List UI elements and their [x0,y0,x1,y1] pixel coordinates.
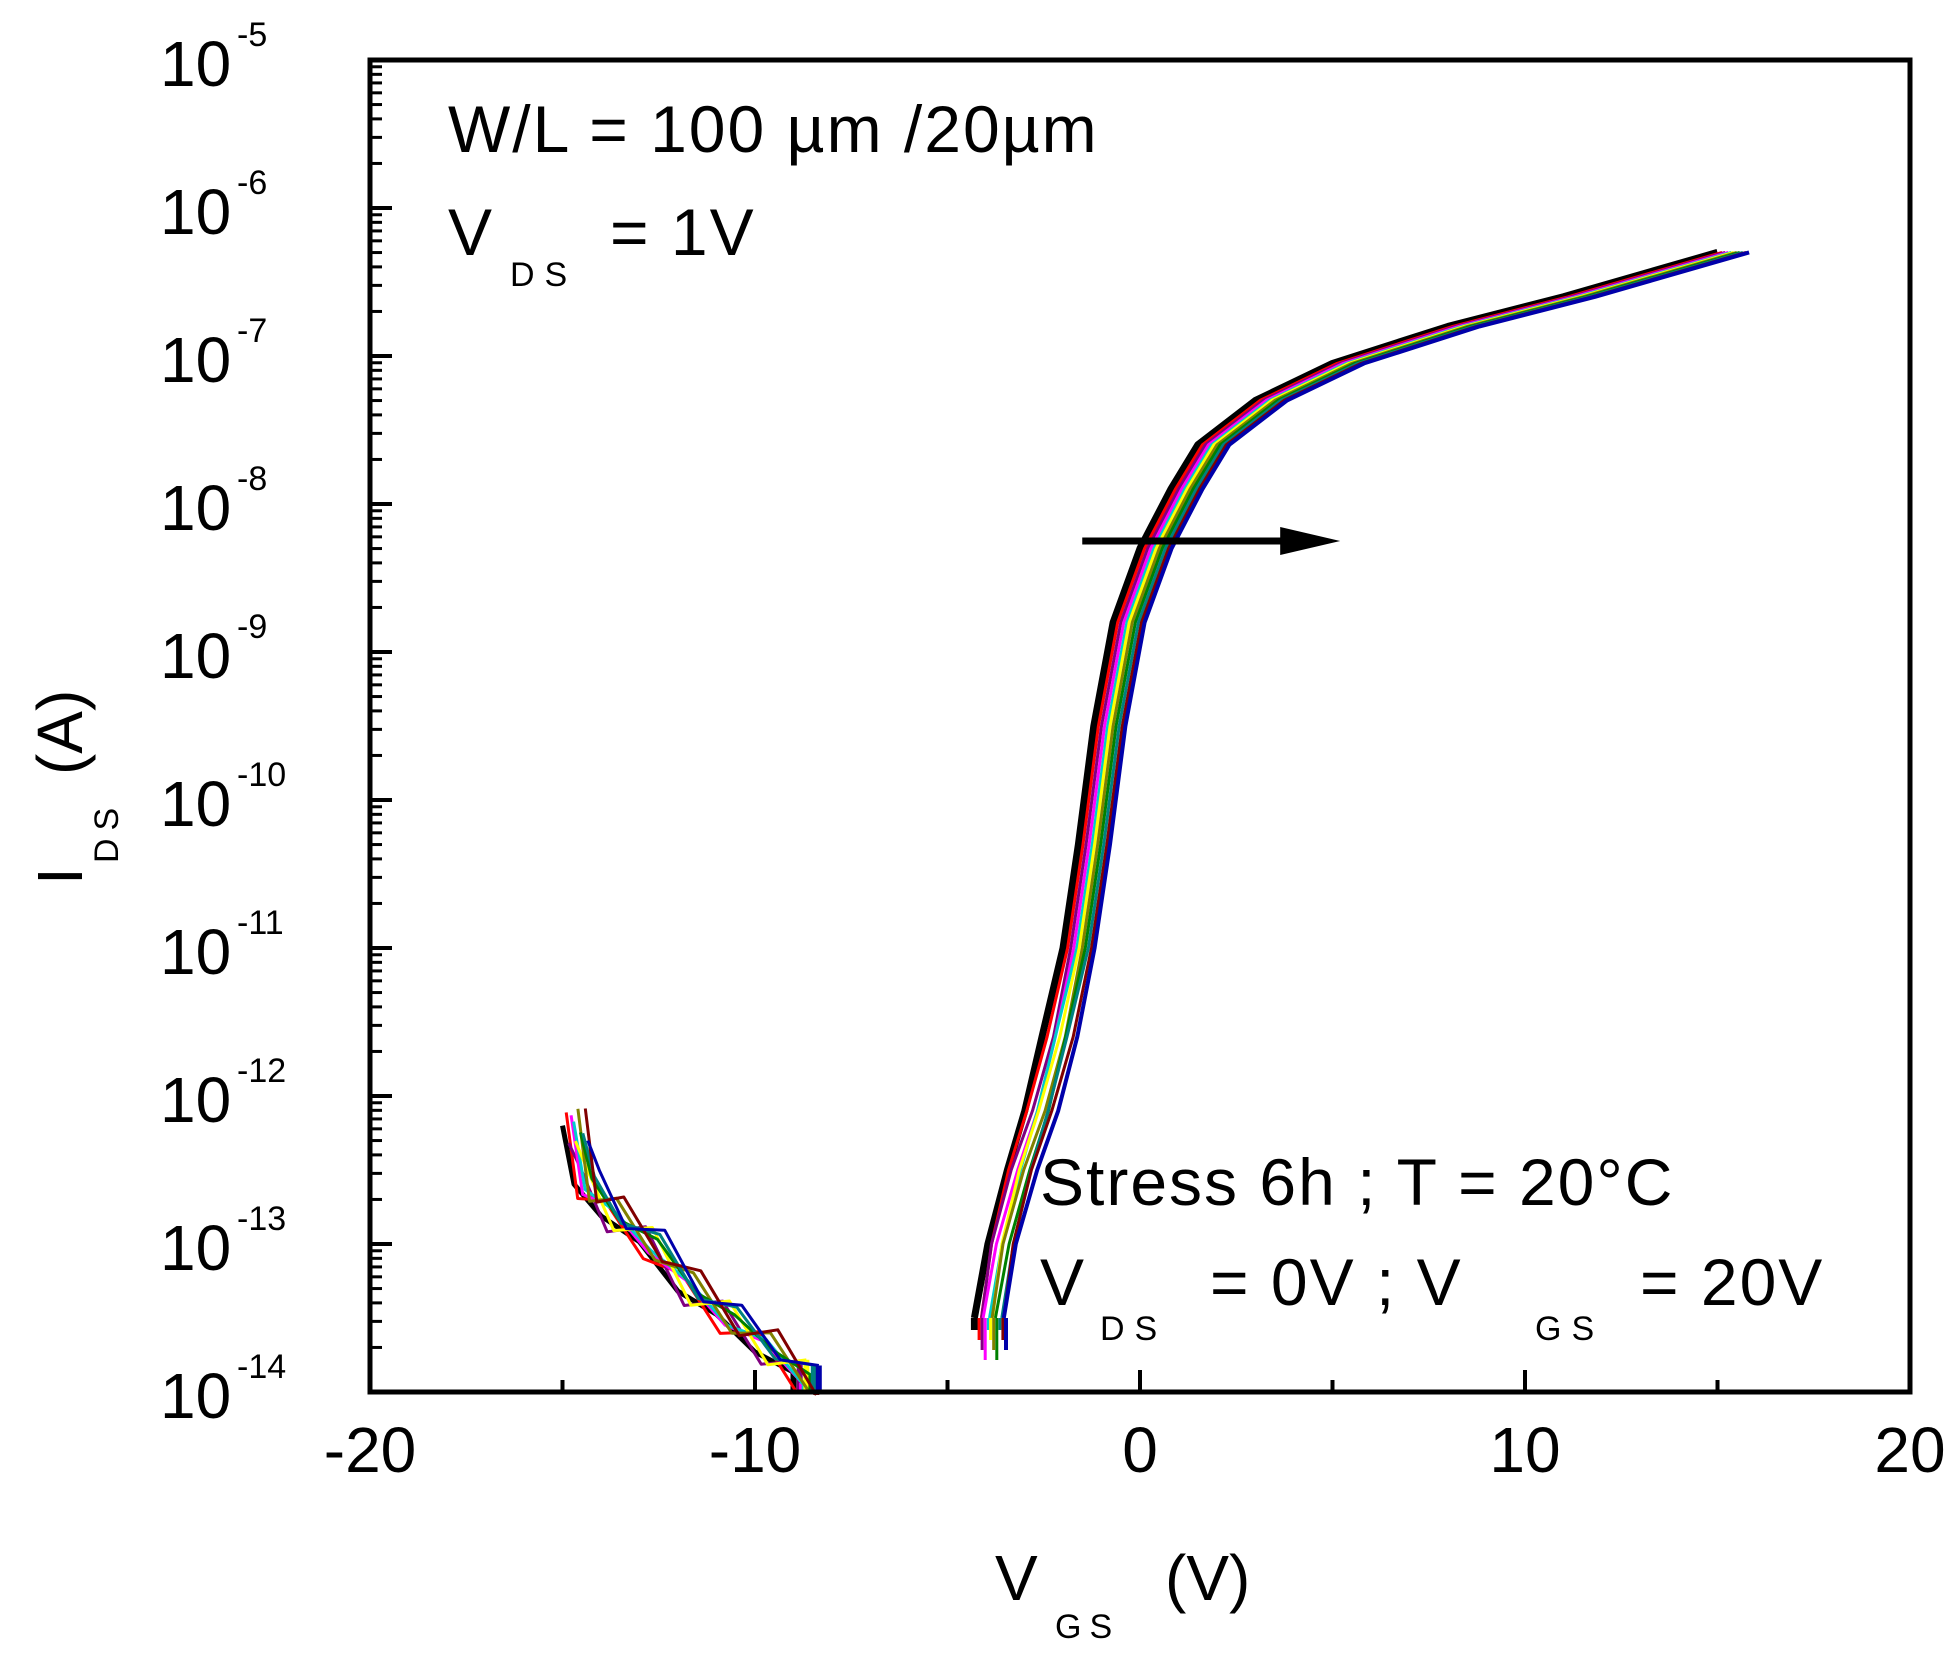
forward-sweep-stress-10 [1001,250,1750,1319]
reverse-sweep-stress-1 [564,1112,799,1395]
series-stress-3 [569,250,1729,1392]
y-tick-base: 10 [160,916,231,988]
bias-vds-sub: DS [1100,1310,1167,1348]
y-axis-title: I DS (A) [24,690,126,885]
series-stress-9 [583,250,1747,1396]
y-tick-label: 10 -13 [160,1200,286,1284]
bias-vgs-sub: GS [1535,1310,1604,1348]
y-tick-exponent: -14 [237,1348,286,1386]
y-tick-base: 10 [160,176,231,248]
y-tick-label: 10 -11 [160,904,284,988]
x-tick-label: -20 [324,1414,417,1486]
shift-arrow [1082,527,1341,555]
x-axis-title: V GS (V) [995,1542,1250,1646]
y-tick-label: 10 -12 [160,1052,286,1136]
x-tick-label: 10 [1489,1414,1560,1486]
y-tick-label: 10 -5 [160,16,267,100]
y-tick-label: 10 -10 [160,756,286,840]
vds-sub: DS [510,256,577,294]
y-tick-exponent: -12 [237,1052,286,1090]
series-stress-5 [574,250,1735,1392]
vds-value: = 1V [610,195,756,269]
axis-ticks [368,58,1912,1394]
y-tick-exponent: -7 [237,312,267,350]
y-tick-base: 10 [160,1064,231,1136]
x-axis-title-sub: GS [1055,1608,1120,1646]
y-tick-label: 10 -7 [160,312,267,396]
y-tick-base: 10 [160,472,231,544]
x-axis-title-main: V [995,1542,1038,1614]
y-tick-exponent: -6 [237,164,267,202]
y-tick-label: 10 -8 [160,460,267,544]
y-tick-base: 10 [160,1212,231,1284]
reverse-sweep-stress-9 [583,1108,818,1396]
y-tick-base: 10 [160,768,231,840]
y-tick-base: 10 [160,324,231,396]
vds-main: V [448,195,494,269]
x-axis-title-unit: (V) [1165,1542,1250,1614]
series-stress-2 [567,250,1726,1392]
y-tick-exponent: -9 [237,608,267,646]
y-tick-exponent: -5 [237,16,267,54]
y-tick-exponent: -10 [237,756,286,794]
y-tick-label: 10 -9 [160,608,267,692]
series-stress-0 [560,249,1719,1392]
series-stress-4 [572,250,1732,1392]
reverse-sweep-stress-7 [578,1132,813,1377]
y-axis-title-sub: DS [88,800,126,863]
vds-label: V DS = 1V [448,195,756,294]
shift-arrow-head [1280,527,1341,555]
bias-vds-main: V [1040,1245,1086,1319]
curves-layer [560,249,1750,1396]
series-stress-7 [578,250,1741,1392]
y-tick-label: 10 -14 [160,1348,286,1432]
y-axis-title-main: I [24,867,96,885]
geometry-label: W/L = 100 µm /20µm [448,92,1099,166]
x-tick-label: 0 [1122,1414,1158,1486]
reverse-sweep-stress-10 [586,1140,820,1367]
y-tick-base: 10 [160,28,231,100]
y-tick-label: 10 -6 [160,164,267,248]
stress-condition-label: Stress 6h ; T = 20°C [1040,1145,1674,1219]
series-stress-1 [564,250,1723,1395]
series-stress-8 [581,250,1744,1392]
y-tick-base: 10 [160,1360,231,1432]
y-tick-exponent: -11 [237,904,284,942]
series-stress-10 [586,250,1750,1392]
y-tick-exponent: -8 [237,460,267,498]
y-tick-exponent: -13 [237,1200,286,1238]
bias-end: = 20V [1640,1245,1824,1319]
bias-mid: = 0V ; V [1210,1245,1463,1319]
reverse-sweep-stress-3 [569,1115,804,1384]
y-axis-title-unit: (A) [24,690,96,775]
x-tick-label: 20 [1874,1414,1945,1486]
x-tick-label: -10 [709,1414,802,1486]
series-stress-6 [576,250,1738,1393]
y-tick-base: 10 [160,620,231,692]
bias-condition-label: V DS = 0V ; V GS = 20V [1040,1245,1824,1348]
